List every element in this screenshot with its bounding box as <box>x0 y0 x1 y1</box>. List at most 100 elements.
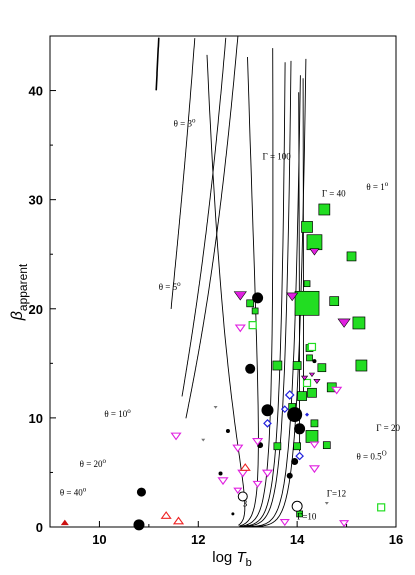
data-point-open-triangle <box>309 441 320 449</box>
data-point-filled-square <box>352 316 366 330</box>
y-tick-label: 10 <box>29 411 43 426</box>
curve-label: 3 <box>243 498 248 508</box>
data-point-filled-circle <box>291 458 299 466</box>
data-point-small-triangle <box>201 438 206 442</box>
data-point-open-up-triangle <box>239 463 251 471</box>
theta-curve <box>239 48 274 527</box>
data-point-filled-up-triangle <box>60 519 69 526</box>
data-point-open-triangle <box>261 469 274 478</box>
x-tick-label: 16 <box>389 532 403 547</box>
y-tick-label: 40 <box>29 84 43 99</box>
data-point-open-circle <box>237 491 248 502</box>
data-point-open-triangle <box>252 438 264 446</box>
data-point-open-diamond <box>295 451 304 461</box>
data-point-filled-circle <box>225 428 230 433</box>
data-point-open-triangle <box>279 519 290 527</box>
data-point-filled-square <box>306 354 313 362</box>
curve-label: θ = 0.5O <box>356 449 386 461</box>
data-point-filled-circle <box>312 359 317 364</box>
theta-curve <box>239 62 286 528</box>
data-point-filled-square <box>329 296 340 306</box>
data-point-filled-square <box>318 203 331 216</box>
curve-label: Γ=10 <box>297 511 317 521</box>
x-tick-label: 12 <box>191 532 205 547</box>
data-point-filled-triangle <box>233 291 247 301</box>
data-point-filled-square <box>301 221 313 233</box>
data-point-filled-square <box>246 299 255 308</box>
y-axis-title: βapparent <box>9 263 30 321</box>
data-point-filled-square <box>355 359 368 372</box>
data-point-filled-square <box>303 280 311 288</box>
data-point-filled-circle <box>231 512 235 516</box>
theta-curve <box>239 60 292 528</box>
theta-curve <box>239 75 301 528</box>
curve-label: θ = 40o <box>60 485 87 497</box>
data-point-filled-square <box>273 442 282 451</box>
curve-label: θ = 5o <box>159 280 181 292</box>
data-point-filled-square <box>294 290 320 316</box>
data-point-filled-square <box>322 441 331 450</box>
data-point-filled-square <box>293 442 301 451</box>
y-tick-label: 20 <box>29 302 43 317</box>
curve-label: θ = 10o <box>104 407 131 419</box>
data-point-open-diamond <box>284 390 295 400</box>
data-point-filled-triangle <box>337 318 351 328</box>
gamma-curve <box>185 36 301 452</box>
data-point-filled-square <box>346 251 357 262</box>
data-point-filled-square <box>306 234 323 251</box>
data-point-open-triangle <box>217 477 229 486</box>
gamma-curve <box>170 38 196 309</box>
data-point-open-diamond <box>263 418 272 428</box>
data-point-filled-square <box>251 307 259 315</box>
data-point-filled-circle <box>261 404 274 417</box>
data-point-open-triangle <box>233 487 243 494</box>
data-point-open-square <box>377 503 386 512</box>
y-tick-label: 30 <box>29 193 43 208</box>
data-point-filled-triangle <box>308 372 316 378</box>
x-tick-label: 10 <box>92 532 106 547</box>
gamma-curve <box>155 37 160 91</box>
data-point-open-circle <box>291 500 303 512</box>
axes: 10 12 14 16 0 10 20 30 40 <box>29 35 403 547</box>
y-tick-label: 0 <box>36 520 43 535</box>
theta-curve <box>206 54 246 526</box>
curve-label: Γ = 100 <box>263 151 292 161</box>
data-point-filled-square <box>292 361 302 370</box>
data-point-open-triangle <box>339 520 350 528</box>
data-point-filled-square <box>317 363 327 373</box>
data-point-open-triangle <box>237 469 249 478</box>
data-point-filled-circle <box>136 487 146 497</box>
data-point-filled-square <box>307 387 317 398</box>
data-point-filled-triangle <box>286 292 299 302</box>
data-point-open-triangle <box>234 324 246 333</box>
data-point-filled-triangle <box>309 248 320 256</box>
curve-label: Γ=12 <box>327 488 346 498</box>
data-point-filled-triangle <box>313 379 321 385</box>
gamma-curve <box>181 37 304 397</box>
data-point-open-up-triangle <box>160 511 172 519</box>
data-point-small-triangle <box>213 405 218 409</box>
data-point-open-diamond <box>280 405 289 414</box>
data-point-open-square <box>248 321 257 330</box>
curve-label: θ = 1o <box>366 180 388 192</box>
x-tick-label: 14 <box>290 532 305 547</box>
data-point-filled-square <box>305 430 319 443</box>
data-point-filled-circle <box>252 292 264 304</box>
curve-labels: Γ = 100 Γ = 40 Γ = 20 Γ=12 Γ=10 θ = 3o θ = 1o θ… <box>60 117 401 522</box>
data-point-open-triangle <box>331 386 343 395</box>
data-point-filled-circle <box>218 471 223 476</box>
data-point-filled-circle <box>294 423 306 435</box>
data-point-filled-square <box>310 419 319 428</box>
curve-label: θ = 20o <box>80 457 107 469</box>
data-point-open-up-triangle <box>172 516 185 525</box>
data-point-filled-triangle <box>300 375 309 381</box>
curve-label: Γ = 40 <box>322 188 346 198</box>
data-markers <box>60 203 386 531</box>
data-point-open-triangle <box>232 444 244 453</box>
data-point-small-triangle <box>324 502 329 505</box>
data-point-open-triangle <box>252 480 263 488</box>
data-point-open-triangle <box>170 432 182 441</box>
plot-frame <box>49 35 397 528</box>
data-point-filled-square <box>272 360 283 371</box>
